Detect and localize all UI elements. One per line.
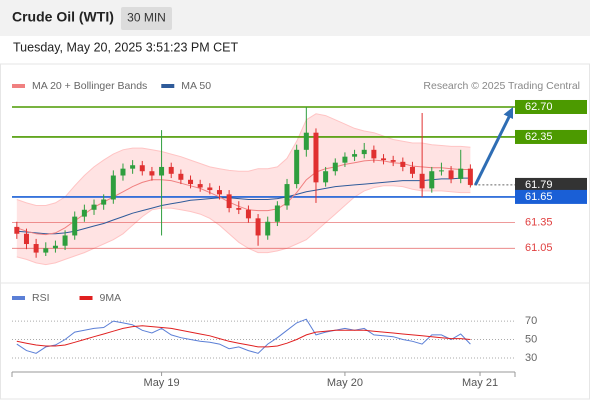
- candle-body: [130, 165, 136, 169]
- legend-label: 9MA: [100, 292, 122, 304]
- candle-body: [467, 168, 473, 185]
- candle-body: [43, 248, 49, 253]
- legend-label: MA 20 + Bollinger Bands: [32, 80, 147, 92]
- rsi-tick-label: 30: [525, 352, 537, 364]
- candle-body: [390, 160, 396, 162]
- candle-body: [371, 149, 377, 159]
- candle-body: [72, 216, 78, 236]
- level-label: 61.35: [525, 217, 553, 229]
- candle-body: [381, 158, 387, 161]
- timeframe-badge: [121, 7, 172, 30]
- candle-body: [207, 187, 213, 191]
- level-label-box: [515, 189, 587, 204]
- level-label: 62.70: [525, 101, 553, 113]
- bollinger-lower: [16, 185, 471, 266]
- candle-body: [226, 194, 232, 209]
- candle-body: [323, 171, 329, 183]
- candle-body: [149, 171, 155, 176]
- candle-body: [429, 171, 435, 189]
- candle-body: [265, 221, 271, 236]
- ma50-line: [16, 177, 471, 235]
- candle-body: [14, 226, 20, 234]
- candle-body: [120, 168, 126, 176]
- candle-body: [188, 179, 194, 185]
- legend-swatch: [12, 296, 25, 300]
- timeframe: 30 MIN: [127, 11, 166, 25]
- candle-body: [197, 184, 203, 188]
- title: Crude Oil (WTI): [12, 9, 114, 25]
- level-label: 61.79: [525, 179, 553, 191]
- rsi-tick-label: 50: [525, 333, 537, 345]
- candle-body: [448, 170, 454, 179]
- candle-body: [294, 149, 300, 185]
- legend-swatch: [12, 84, 25, 88]
- rsi-ma-line: [16, 325, 471, 348]
- candle-body: [419, 173, 425, 189]
- candle-body: [409, 166, 415, 174]
- legend-swatch: [161, 84, 175, 88]
- candle-body: [52, 245, 58, 249]
- candle-body: [458, 168, 464, 179]
- x-tick-label: May 21: [462, 377, 498, 389]
- candle-body: [62, 235, 68, 246]
- forecast-arrow: [474, 114, 512, 186]
- candle-body: [110, 175, 116, 200]
- candle-body: [274, 205, 280, 222]
- candle-body: [81, 209, 87, 217]
- credit: Research © 2025 Trading Central: [423, 80, 580, 92]
- level-label: 62.35: [525, 131, 553, 143]
- candle-body: [438, 170, 444, 172]
- candle-body: [236, 208, 242, 210]
- header-bar: [0, 0, 590, 36]
- candle-body: [101, 199, 107, 205]
- candle-body: [23, 233, 29, 245]
- candle-body: [284, 184, 290, 206]
- candle-body: [313, 132, 319, 183]
- candle-body: [332, 162, 338, 172]
- x-tick-label: May 20: [327, 377, 363, 389]
- candle-body: [255, 218, 261, 236]
- rsi-tick-label: 70: [525, 315, 537, 327]
- bollinger-upper: [16, 113, 471, 206]
- level-label: 61.05: [525, 242, 553, 254]
- candle-body: [178, 173, 184, 180]
- candle-body: [91, 204, 97, 210]
- level-label-box: [515, 99, 587, 114]
- x-tick-label: May 19: [144, 377, 180, 389]
- candle-body: [216, 190, 222, 195]
- level-label: 61.65: [525, 191, 553, 203]
- rsi-line: [16, 318, 471, 354]
- legend-label: RSI: [32, 292, 50, 304]
- forecast-arrowhead: [503, 106, 514, 119]
- timestamp: Tuesday, May 20, 2025 3:51:23 PM CET: [13, 40, 238, 54]
- candle-body: [303, 132, 309, 150]
- candle-body: [361, 149, 367, 155]
- candle-body: [342, 156, 348, 163]
- level-label-box: [515, 129, 587, 144]
- candle-body: [168, 166, 174, 174]
- candle-body: [245, 209, 251, 219]
- level-label-box: [515, 177, 587, 192]
- legend-label: MA 50: [181, 80, 211, 92]
- candle-body: [400, 161, 406, 167]
- legend-swatch: [79, 296, 93, 300]
- candle-body: [33, 244, 39, 253]
- candle-body: [159, 166, 165, 176]
- candle-body: [352, 154, 358, 157]
- candle-body: [139, 165, 145, 172]
